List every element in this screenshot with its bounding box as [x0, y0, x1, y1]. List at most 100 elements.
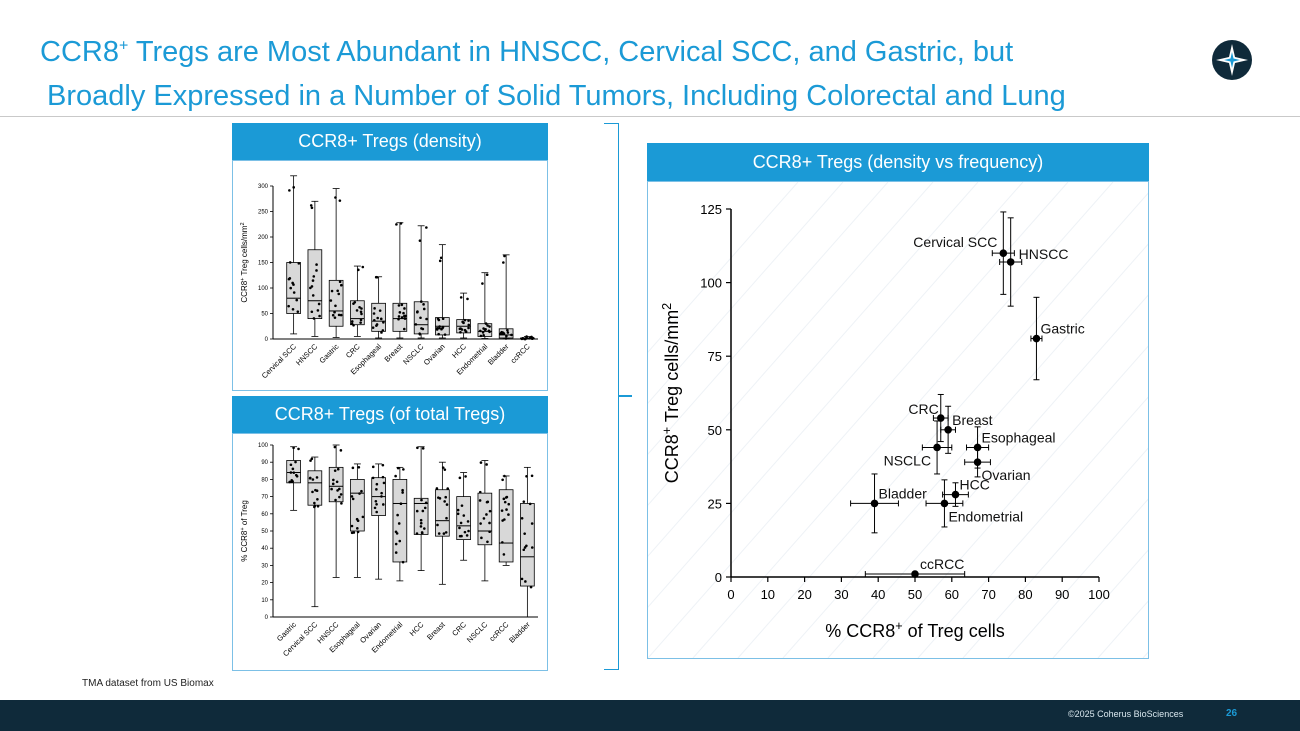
- data-point: [355, 517, 359, 521]
- point-ovarian: [973, 458, 982, 466]
- data-point: [501, 478, 504, 482]
- data-point: [500, 509, 504, 512]
- data-point: [355, 309, 359, 312]
- data-point: [381, 463, 385, 467]
- x-tick-label: Cervical SCC: [260, 342, 299, 381]
- data-point: [397, 522, 401, 525]
- data-point: [420, 531, 424, 535]
- point-label-cervical-scc: Cervical SCC: [913, 234, 997, 250]
- point-hnscc: [1006, 258, 1015, 266]
- x-tick-label: 100: [1088, 587, 1110, 602]
- data-point: [423, 527, 426, 530]
- data-point: [400, 316, 404, 319]
- data-point: [313, 504, 317, 508]
- data-point: [288, 189, 291, 192]
- data-point: [379, 317, 383, 321]
- data-point: [503, 500, 507, 504]
- data-point: [315, 269, 318, 272]
- data-point: [505, 334, 508, 338]
- data-point: [529, 585, 533, 589]
- data-point: [523, 546, 527, 549]
- scatter-panel: 0 25 50 75 100 125 0 10 20 30 40 50 60 70 80 90 100 % CCR…: [377, 181, 1300, 659]
- data-point: [316, 497, 319, 501]
- data-point: [371, 465, 375, 469]
- y-tick-label: 100: [258, 443, 269, 449]
- data-point: [316, 309, 320, 312]
- data-point: [338, 495, 341, 499]
- data-point: [464, 475, 467, 478]
- y-tick-label: 0: [265, 615, 269, 621]
- data-point: [421, 509, 425, 513]
- data-point: [437, 532, 441, 535]
- background-line: [602, 181, 1024, 659]
- data-point: [441, 317, 445, 321]
- data-point: [461, 320, 464, 324]
- data-point: [361, 515, 365, 519]
- data-point: [444, 495, 448, 499]
- data-point: [478, 490, 482, 494]
- data-point: [435, 327, 439, 330]
- y-tick-label: 125: [700, 202, 722, 217]
- data-point: [528, 502, 532, 506]
- data-point: [482, 327, 485, 330]
- data-point: [456, 508, 460, 512]
- data-point: [312, 317, 316, 320]
- background-line: [692, 181, 1114, 659]
- background-line: [512, 181, 934, 659]
- point-label-ovarian: Ovarian: [982, 467, 1031, 483]
- data-point: [310, 285, 314, 288]
- data-point: [382, 481, 386, 485]
- x-tick-label: Gastric: [317, 342, 340, 365]
- data-point: [510, 333, 513, 337]
- data-point: [437, 496, 440, 499]
- footer-bar: [0, 700, 1300, 731]
- title-divider: [0, 116, 1300, 117]
- point-hcc: [951, 490, 960, 499]
- data-point: [333, 445, 337, 449]
- data-point: [445, 516, 448, 520]
- x-tick-label: 0: [727, 587, 734, 602]
- density-panel: 0 50 100 150 200 250 300 CCR8+ Treg cells/mm2 Ce…: [232, 160, 548, 391]
- data-point: [485, 273, 489, 277]
- data-point: [419, 525, 423, 528]
- data-point: [397, 317, 400, 321]
- data-point: [361, 265, 365, 269]
- data-point: [467, 323, 471, 327]
- x-tick-label: CRC: [344, 342, 362, 360]
- data-point: [424, 501, 428, 505]
- data-point: [375, 502, 378, 506]
- data-point: [403, 317, 407, 320]
- data-point: [459, 296, 463, 299]
- box-endometrial: [392, 479, 408, 563]
- y-tick-label: 80: [261, 477, 268, 483]
- data-point: [315, 476, 319, 479]
- data-point: [382, 321, 385, 324]
- data-point: [488, 509, 492, 513]
- data-point: [479, 522, 482, 525]
- data-point: [531, 337, 534, 341]
- data-point: [292, 446, 295, 450]
- data-point: [333, 469, 337, 472]
- data-point: [288, 277, 292, 280]
- data-point: [500, 330, 503, 334]
- data-point: [488, 521, 491, 525]
- data-point: [333, 316, 337, 319]
- data-point: [378, 309, 382, 312]
- data-point: [460, 504, 464, 507]
- data-point: [465, 534, 469, 537]
- y-tick-label: 0: [265, 337, 269, 343]
- data-point: [338, 199, 342, 202]
- data-point: [416, 446, 419, 450]
- data-point: [399, 502, 403, 506]
- data-point: [294, 473, 298, 477]
- data-point: [357, 465, 361, 469]
- data-point: [524, 337, 527, 341]
- box-ccrcc: [498, 489, 514, 563]
- data-point: [396, 466, 400, 470]
- point-label-endometrial: Endometrial: [948, 508, 1023, 524]
- data-point: [504, 337, 508, 340]
- data-point: [350, 524, 354, 528]
- data-point: [419, 300, 423, 303]
- data-point: [395, 532, 399, 535]
- data-point: [478, 499, 482, 502]
